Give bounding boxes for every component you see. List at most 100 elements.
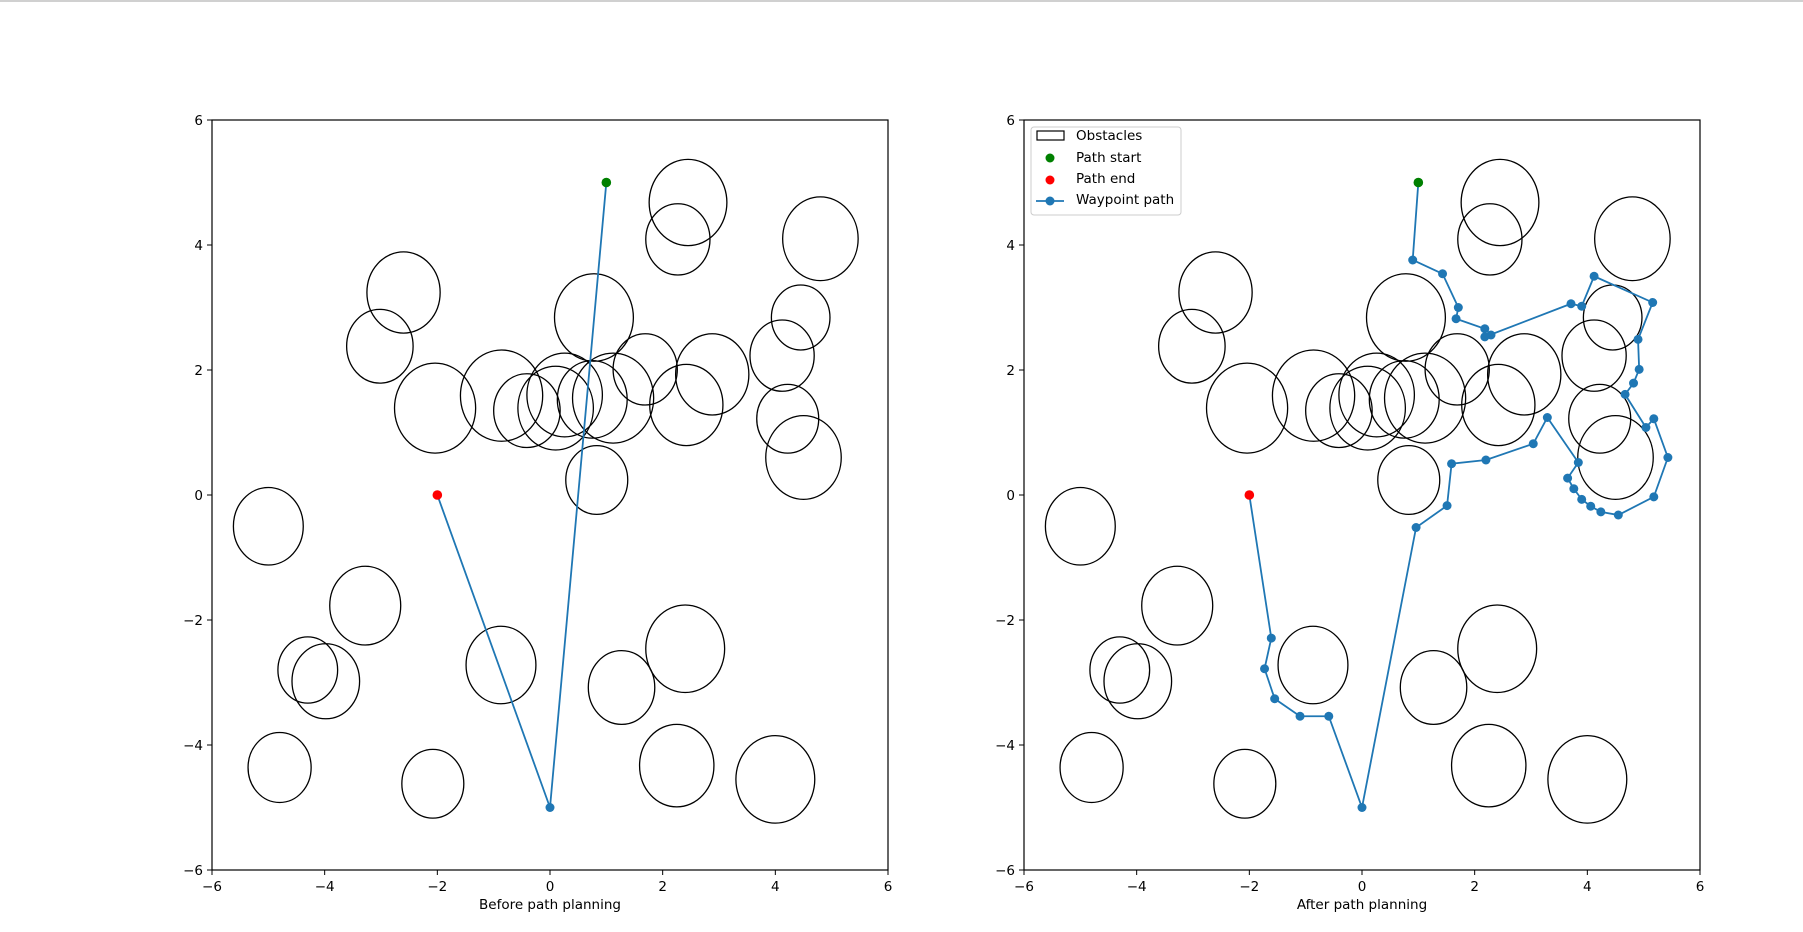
obstacle-circle bbox=[587, 649, 656, 726]
obstacle-circle bbox=[1577, 414, 1654, 501]
obstacle-circle bbox=[782, 196, 859, 282]
legend-end-marker bbox=[1045, 175, 1055, 185]
waypoint-marker bbox=[1634, 364, 1644, 374]
obstacle-circle bbox=[638, 723, 715, 808]
obstacle-circle bbox=[1178, 251, 1253, 334]
obstacle-circle bbox=[770, 284, 831, 351]
waypoint-marker bbox=[1649, 414, 1659, 424]
waypoint-marker bbox=[1586, 501, 1596, 511]
x-tick-label: −2 bbox=[1239, 879, 1259, 895]
obstacle-circle bbox=[1338, 352, 1416, 438]
waypoint-marker bbox=[1620, 389, 1630, 399]
y-tick-label: 6 bbox=[194, 113, 203, 129]
obstacle-circle bbox=[1365, 273, 1447, 362]
axes-before: −6 −4 −2 0 2 4 6 −6 −4 −2 0 2 4 6 Before path planning bbox=[183, 113, 892, 913]
obstacle-circle bbox=[749, 319, 815, 392]
waypoint-path-line bbox=[1248, 182, 1669, 811]
waypoint-marker bbox=[1447, 459, 1457, 469]
waypoint-marker bbox=[1648, 298, 1658, 307]
obstacle-circle bbox=[493, 373, 561, 449]
x-tick-label: −6 bbox=[202, 879, 222, 895]
x-tick-label: −2 bbox=[427, 879, 447, 895]
x-tick-label: 4 bbox=[1583, 879, 1592, 895]
obstacle-circle bbox=[1271, 349, 1356, 442]
path-end-point bbox=[1244, 490, 1255, 500]
waypoint-marker bbox=[1629, 378, 1639, 388]
obstacle-circle bbox=[1461, 363, 1536, 447]
obstacle-circle bbox=[1383, 352, 1467, 444]
x-tick-label: 0 bbox=[1358, 879, 1367, 895]
obstacle-circle bbox=[465, 625, 537, 705]
obstacle-circle bbox=[645, 604, 726, 694]
y-tick-label: 2 bbox=[194, 363, 203, 379]
legend-label: Waypoint path bbox=[1076, 192, 1174, 208]
waypoint-marker bbox=[1357, 803, 1367, 812]
obstacle-circle bbox=[1460, 158, 1540, 247]
waypoint-marker bbox=[1442, 501, 1452, 511]
y-tick-label: 0 bbox=[1006, 488, 1015, 504]
waypoint-marker bbox=[1451, 314, 1461, 324]
legend: Obstacles Path start Path end Waypoint path bbox=[1030, 126, 1182, 216]
x-tick-label: −4 bbox=[315, 879, 335, 895]
waypoint-marker bbox=[1566, 299, 1576, 309]
obstacle-circle bbox=[1450, 723, 1527, 808]
x-tick-label: 0 bbox=[546, 879, 555, 895]
waypoint-marker bbox=[1411, 523, 1421, 532]
waypoint-marker bbox=[1270, 694, 1280, 704]
y-tick-label: 0 bbox=[194, 488, 203, 504]
waypoint-marker bbox=[1613, 510, 1623, 520]
waypoint-marker bbox=[1480, 324, 1490, 334]
obstacle-circle bbox=[517, 365, 595, 451]
obstacle-circle bbox=[1103, 643, 1173, 720]
waypoint-marker bbox=[1563, 473, 1573, 483]
obstacle-circle bbox=[612, 333, 678, 406]
obstacle-circle bbox=[649, 363, 724, 447]
legend-label: Path end bbox=[1076, 171, 1135, 187]
waypoint-marker bbox=[1266, 633, 1276, 643]
obstacle-circle bbox=[1044, 486, 1116, 566]
obstacle-circle bbox=[247, 731, 312, 804]
waypoint-marker bbox=[1324, 711, 1334, 721]
obstacle-circle bbox=[1213, 748, 1277, 819]
waypoint-marker bbox=[1633, 334, 1643, 344]
obstacle-circle bbox=[648, 158, 728, 247]
waypoint-marker bbox=[1589, 271, 1599, 281]
waypoint-marker bbox=[1577, 301, 1587, 311]
x-tick-label: −6 bbox=[1014, 879, 1034, 895]
obstacle-circle bbox=[1594, 196, 1671, 282]
waypoint-marker bbox=[1649, 492, 1659, 502]
obstacle-circle bbox=[232, 486, 304, 566]
obstacle-circle bbox=[1547, 734, 1628, 824]
legend-path-marker bbox=[1045, 196, 1055, 206]
waypoint-marker bbox=[1569, 484, 1579, 494]
obstacle-circle bbox=[459, 349, 544, 442]
y-tick-label: −4 bbox=[995, 738, 1015, 754]
obstacle-circle bbox=[645, 203, 711, 276]
obstacle-circle bbox=[1141, 565, 1214, 646]
obstacle-circle bbox=[1329, 365, 1407, 451]
obstacle-circle bbox=[1457, 203, 1523, 276]
waypoint-marker bbox=[1573, 458, 1583, 467]
obstacle-circle bbox=[1486, 333, 1562, 416]
obstacle-circle bbox=[366, 251, 441, 334]
obstacle-circle bbox=[329, 565, 402, 646]
waypoint-marker bbox=[1480, 332, 1490, 342]
waypoint-marker bbox=[545, 803, 555, 812]
x-tick-label: 6 bbox=[884, 879, 893, 895]
waypoint-marker bbox=[1528, 439, 1538, 449]
legend-box bbox=[1030, 126, 1182, 216]
y-tick-label: 2 bbox=[1006, 363, 1015, 379]
obstacle-circle bbox=[277, 636, 339, 704]
legend-label: Obstacles bbox=[1076, 128, 1142, 144]
obstacle-circle bbox=[674, 333, 750, 416]
x-tick-label: 6 bbox=[1696, 879, 1705, 895]
waypoint-marker bbox=[1481, 455, 1491, 465]
obstacle-circle bbox=[1457, 604, 1538, 694]
obstacle-circle bbox=[571, 352, 655, 444]
obstacle-circle bbox=[1377, 444, 1441, 516]
y-tick-label: −2 bbox=[183, 613, 203, 629]
x-tick-label: −4 bbox=[1127, 879, 1147, 895]
obstacle-circle bbox=[345, 308, 414, 384]
legend-obstacle-swatch bbox=[1036, 130, 1065, 141]
legend-start-marker bbox=[1045, 153, 1055, 163]
